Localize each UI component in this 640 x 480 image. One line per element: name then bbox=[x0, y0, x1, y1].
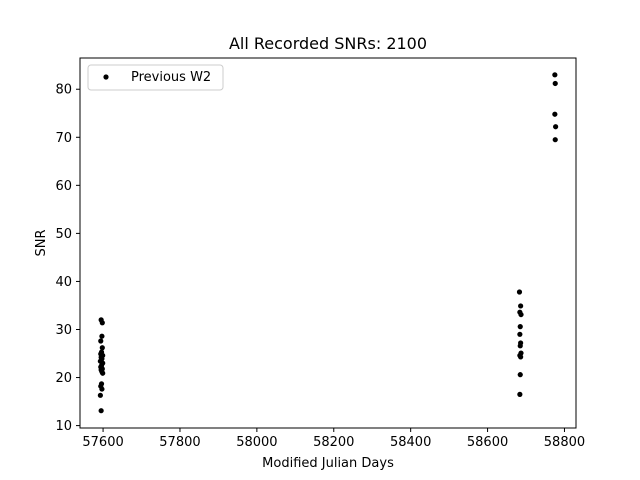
y-tick-label: 70 bbox=[55, 131, 72, 146]
chart-title: All Recorded SNRs: 2100 bbox=[229, 34, 427, 53]
data-point bbox=[99, 386, 105, 392]
legend-marker bbox=[103, 74, 109, 80]
y-tick-label: 50 bbox=[55, 227, 72, 242]
data-point bbox=[553, 124, 559, 130]
data-point bbox=[516, 289, 523, 295]
data-point bbox=[552, 80, 558, 87]
data-point bbox=[97, 392, 103, 398]
plot-frame bbox=[79, 57, 577, 429]
data-point bbox=[552, 137, 558, 143]
y-tick-label: 40 bbox=[55, 275, 72, 290]
data-point bbox=[552, 72, 558, 78]
data-point bbox=[517, 372, 523, 378]
x-axis-label: Modified Julian Days bbox=[262, 456, 394, 471]
x-tick-label: 58800 bbox=[544, 435, 585, 450]
x-tick-label: 58000 bbox=[236, 435, 277, 450]
legend-label: Previous W2 bbox=[131, 70, 211, 85]
legend: Previous W2 bbox=[87, 64, 224, 91]
x-tick-label: 58400 bbox=[390, 435, 431, 450]
data-point bbox=[99, 320, 105, 326]
legend-box bbox=[87, 64, 224, 91]
y-tick-label: 20 bbox=[55, 371, 72, 386]
data-point bbox=[552, 111, 558, 117]
axis-ticks: 57600 57800 58000 58200 58400 58600 58800 10 20 3… bbox=[55, 83, 585, 450]
data-point bbox=[517, 324, 523, 330]
data-point bbox=[518, 354, 524, 360]
data-point bbox=[518, 311, 524, 318]
y-tick-label: 10 bbox=[55, 419, 72, 434]
y-tick-label: 80 bbox=[55, 83, 72, 98]
y-tick-label: 60 bbox=[55, 179, 72, 194]
data-point bbox=[99, 333, 105, 339]
data-point bbox=[98, 338, 104, 344]
y-axis-label: SNR bbox=[34, 229, 49, 256]
data-points bbox=[97, 72, 559, 414]
data-point bbox=[518, 303, 524, 309]
data-point bbox=[100, 370, 106, 376]
x-tick-label: 57800 bbox=[159, 435, 200, 450]
data-point bbox=[517, 391, 523, 397]
x-tick-label: 58200 bbox=[313, 435, 354, 450]
data-point bbox=[517, 331, 523, 337]
x-tick-label: 58600 bbox=[467, 435, 508, 450]
data-point bbox=[98, 408, 104, 414]
data-point bbox=[99, 345, 105, 351]
data-point bbox=[517, 343, 523, 349]
y-tick-label: 30 bbox=[55, 323, 72, 338]
x-tick-label: 57600 bbox=[82, 435, 123, 450]
